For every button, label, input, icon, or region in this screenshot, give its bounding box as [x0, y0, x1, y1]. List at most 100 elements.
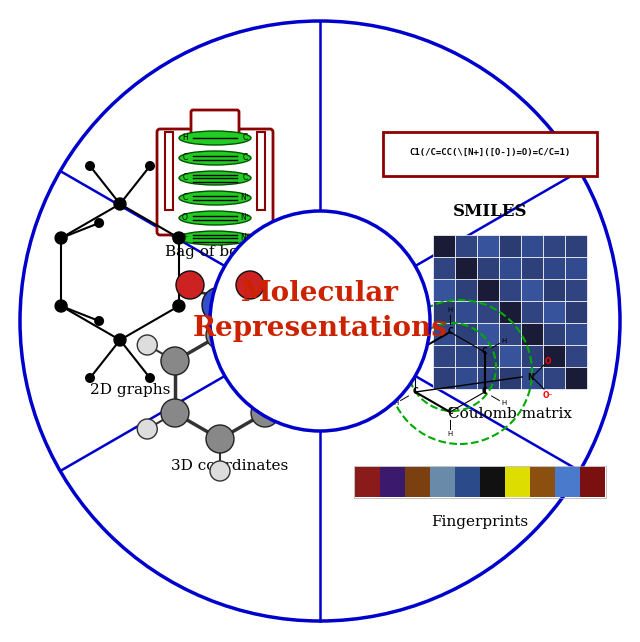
- Ellipse shape: [179, 211, 251, 225]
- Bar: [499, 323, 521, 345]
- Text: C: C: [482, 347, 488, 356]
- Text: C: C: [182, 153, 188, 162]
- Circle shape: [236, 271, 264, 299]
- Bar: [565, 257, 587, 279]
- Bar: [499, 301, 521, 323]
- Bar: [555, 467, 580, 497]
- Circle shape: [173, 300, 185, 312]
- Circle shape: [137, 335, 157, 355]
- Ellipse shape: [179, 231, 251, 245]
- Text: C: C: [482, 388, 488, 397]
- Bar: [433, 345, 455, 367]
- Bar: [380, 467, 405, 497]
- Bar: [477, 323, 499, 345]
- Bar: [499, 257, 521, 279]
- Bar: [455, 345, 477, 367]
- Bar: [521, 257, 543, 279]
- Text: C: C: [243, 153, 248, 162]
- Bar: [455, 323, 477, 345]
- Text: H: H: [501, 400, 506, 406]
- Bar: [565, 279, 587, 301]
- Text: C: C: [243, 134, 248, 143]
- Circle shape: [283, 335, 303, 355]
- Bar: [477, 301, 499, 323]
- Bar: [565, 367, 587, 389]
- Circle shape: [114, 198, 126, 210]
- Circle shape: [161, 347, 189, 375]
- FancyBboxPatch shape: [157, 129, 273, 235]
- Text: C: C: [182, 193, 188, 202]
- Text: H: H: [394, 338, 399, 344]
- Bar: [477, 279, 499, 301]
- FancyBboxPatch shape: [383, 132, 597, 176]
- Text: H: H: [447, 431, 452, 437]
- Bar: [433, 323, 455, 345]
- Text: C: C: [413, 388, 418, 397]
- Bar: [521, 367, 543, 389]
- Circle shape: [85, 373, 95, 383]
- Bar: [477, 345, 499, 367]
- Circle shape: [210, 293, 230, 313]
- Text: O⁻: O⁻: [543, 390, 553, 399]
- Bar: [565, 235, 587, 257]
- Circle shape: [161, 399, 189, 427]
- Bar: [455, 467, 480, 497]
- Bar: [455, 257, 477, 279]
- Text: O: O: [545, 356, 551, 365]
- Circle shape: [176, 271, 204, 299]
- Ellipse shape: [179, 171, 251, 185]
- Text: N⁺: N⁺: [240, 193, 250, 202]
- Bar: [543, 301, 565, 323]
- Text: N⁺: N⁺: [240, 234, 250, 243]
- Bar: [455, 235, 477, 257]
- Text: C: C: [243, 173, 248, 182]
- Bar: [543, 257, 565, 279]
- Bar: [543, 367, 565, 389]
- Bar: [521, 323, 543, 345]
- Text: Molecular
Representations: Molecular Representations: [193, 280, 447, 342]
- FancyBboxPatch shape: [257, 132, 265, 210]
- Circle shape: [206, 321, 234, 349]
- Bar: [521, 345, 543, 367]
- Bar: [530, 467, 555, 497]
- Bar: [565, 345, 587, 367]
- Bar: [477, 235, 499, 257]
- Bar: [480, 467, 505, 497]
- Circle shape: [202, 287, 238, 323]
- Text: H: H: [447, 307, 452, 313]
- Bar: [477, 367, 499, 389]
- Bar: [499, 345, 521, 367]
- Bar: [543, 345, 565, 367]
- Circle shape: [94, 218, 104, 228]
- Text: C: C: [447, 408, 453, 417]
- Bar: [521, 301, 543, 323]
- Circle shape: [251, 399, 279, 427]
- Ellipse shape: [179, 191, 251, 205]
- Circle shape: [137, 419, 157, 439]
- Bar: [433, 235, 455, 257]
- Text: Coulomb matrix: Coulomb matrix: [448, 407, 572, 421]
- Text: H: H: [501, 338, 506, 344]
- Bar: [499, 235, 521, 257]
- Circle shape: [114, 334, 126, 346]
- Bar: [499, 279, 521, 301]
- Circle shape: [85, 161, 95, 171]
- Ellipse shape: [179, 131, 251, 145]
- Bar: [455, 279, 477, 301]
- Circle shape: [55, 232, 67, 244]
- Text: C: C: [447, 327, 453, 336]
- Bar: [565, 323, 587, 345]
- Circle shape: [145, 373, 155, 383]
- Bar: [433, 367, 455, 389]
- Bar: [521, 235, 543, 257]
- Bar: [505, 467, 530, 497]
- Bar: [521, 279, 543, 301]
- Bar: [477, 257, 499, 279]
- FancyBboxPatch shape: [191, 110, 239, 136]
- Text: 2D graphs: 2D graphs: [90, 383, 170, 397]
- Bar: [580, 467, 605, 497]
- Text: N⁺: N⁺: [240, 214, 250, 223]
- FancyBboxPatch shape: [165, 132, 173, 210]
- Bar: [355, 467, 380, 497]
- Bar: [499, 367, 521, 389]
